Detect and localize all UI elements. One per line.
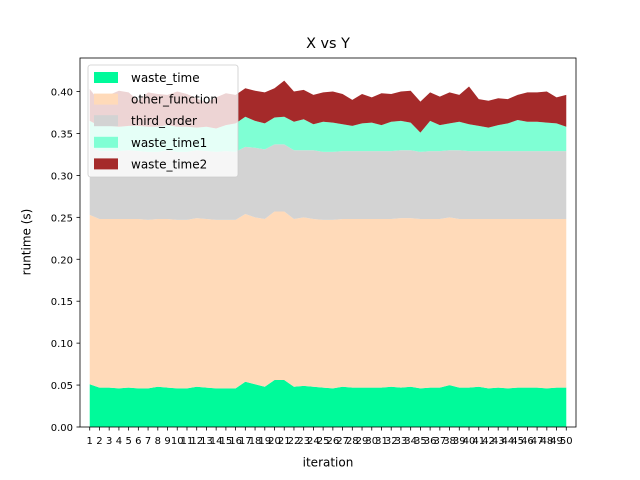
x-tick-label: 10 bbox=[171, 436, 184, 447]
x-tick-label: 47 bbox=[531, 436, 544, 447]
y-tick-label: 0.00 bbox=[51, 423, 73, 434]
chart-title: X vs Y bbox=[306, 36, 350, 52]
legend-label: other_function bbox=[131, 93, 218, 107]
legend-swatch bbox=[94, 93, 118, 105]
x-tick-label: 26 bbox=[326, 436, 339, 447]
x-tick-label: 14 bbox=[210, 436, 223, 447]
y-tick-label: 0.10 bbox=[51, 339, 73, 350]
legend-swatch bbox=[94, 72, 118, 83]
x-tick-label: 17 bbox=[239, 436, 252, 447]
x-tick-label: 2 bbox=[96, 436, 102, 447]
x-tick-label: 39 bbox=[453, 436, 466, 447]
x-tick-label: 11 bbox=[181, 436, 194, 447]
x-tick-label: 21 bbox=[278, 436, 291, 447]
x-tick-label: 34 bbox=[404, 436, 417, 447]
x-tick-label: 41 bbox=[472, 436, 485, 447]
legend-swatch bbox=[94, 115, 118, 127]
y-tick-label: 0.25 bbox=[51, 213, 73, 224]
x-tick-label: 30 bbox=[365, 436, 378, 447]
y-tick-label: 0.30 bbox=[51, 171, 73, 182]
x-tick-label: 7 bbox=[145, 436, 151, 447]
x-tick-label: 42 bbox=[482, 436, 495, 447]
x-tick-label: 43 bbox=[492, 436, 505, 447]
legend-label: waste_time1 bbox=[131, 136, 207, 150]
legend-swatch bbox=[94, 136, 118, 148]
x-tick-label: 3 bbox=[106, 436, 112, 447]
x-tick-label: 33 bbox=[395, 436, 408, 447]
x-tick-label: 36 bbox=[424, 436, 437, 447]
x-tick-label: 8 bbox=[155, 436, 161, 447]
x-tick-label: 38 bbox=[443, 436, 456, 447]
legend-swatch bbox=[94, 158, 118, 170]
plot-frame bbox=[79, 57, 577, 428]
legend-label: waste_time bbox=[131, 71, 200, 85]
x-tick-label: 20 bbox=[268, 436, 281, 447]
x-tick-label: 5 bbox=[125, 436, 131, 447]
x-tick-label: 24 bbox=[307, 436, 320, 447]
legend-box bbox=[87, 64, 239, 178]
x-tick-label: 9 bbox=[164, 436, 170, 447]
y-tick-label: 0.05 bbox=[51, 381, 73, 392]
x-tick-label: 32 bbox=[385, 436, 398, 447]
area-waste-time bbox=[89, 380, 567, 427]
x-tick-label: 49 bbox=[550, 436, 563, 447]
legend-label: third_order bbox=[131, 114, 197, 128]
x-axis-label: iteration bbox=[303, 456, 354, 470]
x-tick-label: 13 bbox=[200, 436, 213, 447]
y-tick-label: 0.15 bbox=[51, 297, 73, 308]
x-tick-label: 6 bbox=[135, 436, 141, 447]
x-tick-label: 22 bbox=[288, 436, 301, 447]
x-tick-label: 45 bbox=[511, 436, 524, 447]
x-tick-label: 25 bbox=[317, 436, 330, 447]
legend: waste_time other_function third_orderwaste… bbox=[87, 64, 239, 178]
y-tick-label: 0.20 bbox=[51, 255, 73, 266]
axes: 0.000.050.100.150.200.250.300.350.401 2 3 4… bbox=[51, 57, 577, 447]
y-tick-label: 0.40 bbox=[51, 88, 73, 99]
x-tick-label: 44 bbox=[502, 436, 515, 447]
x-tick-label: 4 bbox=[116, 436, 122, 447]
x-tick-label: 28 bbox=[346, 436, 359, 447]
x-tick-label: 15 bbox=[220, 436, 233, 447]
y-tick-label: 0.35 bbox=[51, 129, 73, 140]
legend-label: waste_time2 bbox=[131, 157, 207, 171]
x-tick-label: 1 bbox=[87, 436, 93, 447]
x-tick-label: 23 bbox=[297, 436, 310, 447]
x-tick-label: 50 bbox=[560, 436, 573, 447]
x-tick-label: 29 bbox=[356, 436, 369, 447]
x-tick-label: 12 bbox=[190, 436, 203, 447]
x-tick-label: 35 bbox=[414, 436, 427, 447]
x-tick-label: 46 bbox=[521, 436, 534, 447]
area-other-function bbox=[89, 211, 567, 389]
x-tick-label: 31 bbox=[375, 436, 388, 447]
x-tick-label: 16 bbox=[229, 436, 242, 447]
x-tick-label: 18 bbox=[249, 436, 262, 447]
x-tick-label: 27 bbox=[336, 436, 349, 447]
x-tick-label: 48 bbox=[540, 436, 553, 447]
y-axis-label: runtime (s) bbox=[20, 209, 34, 276]
x-tick-label: 37 bbox=[433, 436, 446, 447]
x-tick-label: 40 bbox=[463, 436, 476, 447]
x-tick-label: 19 bbox=[258, 436, 271, 447]
